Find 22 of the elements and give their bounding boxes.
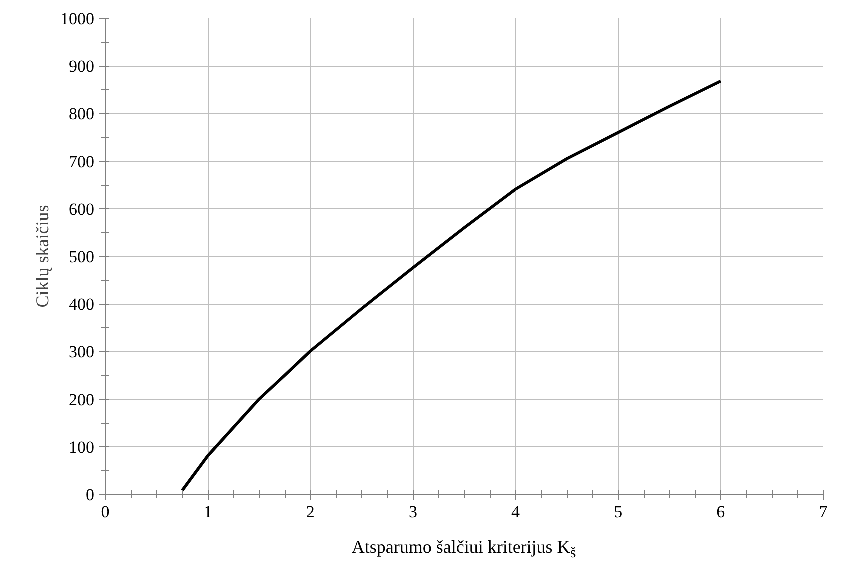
y-tick-label: 200 — [69, 390, 94, 410]
y-tick-label: 400 — [69, 295, 94, 314]
y-tick-label: 0 — [86, 486, 94, 504]
x-tick-label: 3 — [408, 502, 418, 522]
y-tick-label: 600 — [69, 200, 94, 219]
x-axis-title: Atsparumo šalčiui kriterijus K$_{š}$ — [352, 536, 576, 564]
x-tick-label: 0 — [101, 502, 110, 522]
x-tick-label: 2 — [306, 502, 315, 522]
x-tick-label: 1 — [204, 502, 212, 522]
x-tick-label: 6 — [716, 502, 726, 522]
x-tick-label: 4 — [512, 502, 521, 522]
y-tick-label: 1000 — [60, 10, 94, 28]
x-tick-label: 7 — [819, 502, 828, 522]
y-tick-label: 300 — [69, 342, 94, 362]
y-axis-title: Ciklų skaičius — [32, 205, 52, 308]
y-tick-label: 500 — [69, 248, 94, 266]
y-tick-label: 700 — [69, 152, 94, 172]
x-tick-label: 5 — [614, 502, 623, 522]
line-series — [180, 80, 722, 492]
y-tick-label: 900 — [69, 57, 94, 76]
y-tick-label: 100 — [69, 438, 94, 457]
y-tick-label: 800 — [69, 104, 94, 124]
